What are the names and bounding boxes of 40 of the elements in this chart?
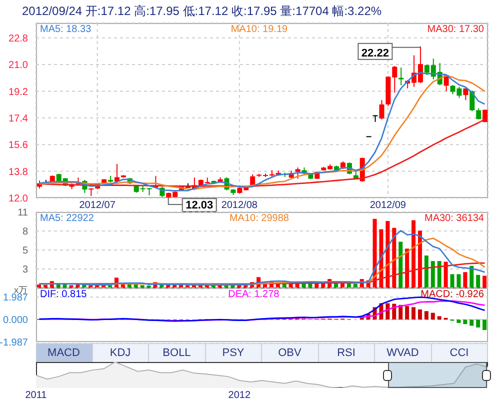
y-tick-label: 3 xyxy=(22,264,28,276)
text: MA30: 17.30 xyxy=(427,24,484,35)
y-tick-label: 11 xyxy=(18,208,28,219)
y-tick-label: 15.6 xyxy=(8,140,28,152)
y-tick-label: 0.000 xyxy=(2,315,28,326)
text: KDJ xyxy=(92,344,149,362)
x-tick-label: 2012/09 xyxy=(370,200,406,212)
text: RSI xyxy=(318,344,375,362)
y-axis-title: x万 xyxy=(14,285,28,295)
text: MA30: 36134 xyxy=(424,213,484,224)
y-tick-label: 17.4 xyxy=(8,113,28,124)
x-tick-label: 2011 xyxy=(25,390,48,402)
x-tick-label: 2012/08 xyxy=(221,200,258,212)
text: WVAD xyxy=(375,344,432,362)
y-tick-label: 1.987 xyxy=(2,292,28,304)
annotation: 22.22 xyxy=(361,47,389,60)
text: MA10: 29988 xyxy=(229,213,289,224)
y-tick-label: 12.0 xyxy=(8,194,28,205)
text: 12.03 xyxy=(186,200,214,212)
text: CCI xyxy=(432,344,488,362)
x-tick-label: 2012/07 xyxy=(79,200,116,212)
y-tick-label: 22.8 xyxy=(8,33,28,44)
series-label: DEA: 1.278 xyxy=(228,289,280,300)
text: MACD xyxy=(36,344,92,362)
text: BOLL xyxy=(149,344,206,362)
text: MA5: 22922 xyxy=(40,213,94,224)
y-tick-label: 13.8 xyxy=(8,166,28,178)
y-tick-label: 5 xyxy=(22,246,28,257)
x-tick-label: 2012 xyxy=(228,390,251,402)
text: MA10: 19.19 xyxy=(230,24,288,35)
series-label: MACD: -0.926 xyxy=(420,289,484,300)
y-tick-label: 8 xyxy=(22,226,28,238)
y-tick-label: 19.2 xyxy=(8,86,28,98)
y-tick-label: 21.0 xyxy=(8,60,28,72)
text: MA5: 18.33 xyxy=(40,24,92,35)
text: PSY xyxy=(206,344,262,362)
text: OBV xyxy=(262,344,318,362)
y-tick-label: -1.987 xyxy=(0,338,28,349)
chart-title: 2012/09/24 开:17.12 高:17.95 低:17.12 收:17.95 量:17704 幅:3.22% xyxy=(22,3,382,20)
series-label: DIF: 0.815 xyxy=(40,289,87,300)
